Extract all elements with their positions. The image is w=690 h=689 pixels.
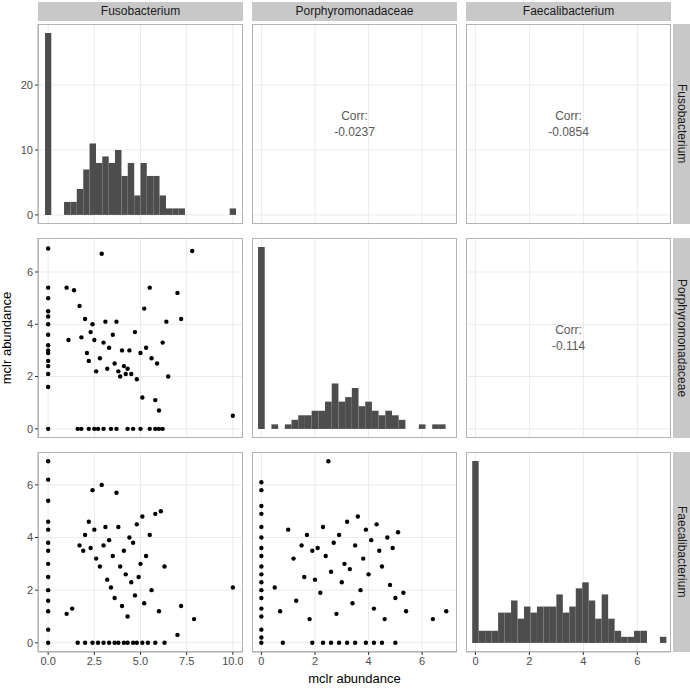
html-text:Faecalibacterium: Faecalibacterium: [674, 506, 689, 598]
html-text:-0.0854: -0.0854: [548, 125, 589, 139]
html-text:Corr:: Corr:: [555, 109, 582, 123]
svg-text:20: 20: [21, 79, 33, 91]
svg-text:0: 0: [472, 655, 478, 667]
svg-text:7.5: 7.5: [179, 655, 194, 667]
svg-text:0: 0: [27, 209, 33, 221]
svg-text:2: 2: [27, 370, 33, 382]
svg-text:6: 6: [634, 655, 640, 667]
svg-text:2: 2: [312, 655, 318, 667]
svg-text:10.0: 10.0: [222, 655, 243, 667]
svg-text:0: 0: [258, 655, 264, 667]
html-text:mclr abundance: mclr abundance: [0, 291, 14, 385]
html-text:Fusobacterium: Fusobacterium: [674, 84, 689, 164]
svg-text:2: 2: [27, 584, 33, 596]
html-text:Fusobacterium: Fusobacterium: [100, 4, 181, 18]
html-text:-0.0237: -0.0237: [334, 125, 375, 139]
svg-text:2.5: 2.5: [87, 655, 102, 667]
html-text:Faecalibacterium: Faecalibacterium: [522, 4, 615, 18]
svg-text:2: 2: [526, 655, 532, 667]
svg-text:4: 4: [366, 655, 372, 667]
svg-text:0.0: 0.0: [41, 655, 56, 667]
svg-text:6: 6: [419, 655, 425, 667]
html-text:Porphyromonadaceae: Porphyromonadaceae: [295, 4, 414, 18]
html-text:-0.114: -0.114: [551, 339, 586, 353]
svg-text:0: 0: [27, 423, 33, 435]
html-text:Corr:: Corr:: [341, 109, 368, 123]
svg-text:4: 4: [580, 655, 586, 667]
html-text:Porphyromonadaceae: Porphyromonadaceae: [674, 279, 689, 397]
svg-text:0: 0: [27, 637, 33, 649]
svg-text:6: 6: [27, 266, 33, 278]
svg-text:5.0: 5.0: [133, 655, 148, 667]
svg-text:6: 6: [27, 479, 33, 491]
svg-text:4: 4: [27, 318, 33, 330]
svg-text:4: 4: [27, 531, 33, 543]
html-text:mclr abundance: mclr abundance: [308, 671, 401, 686]
svg-text:10: 10: [21, 144, 33, 156]
html-text:Corr:: Corr:: [555, 323, 582, 337]
